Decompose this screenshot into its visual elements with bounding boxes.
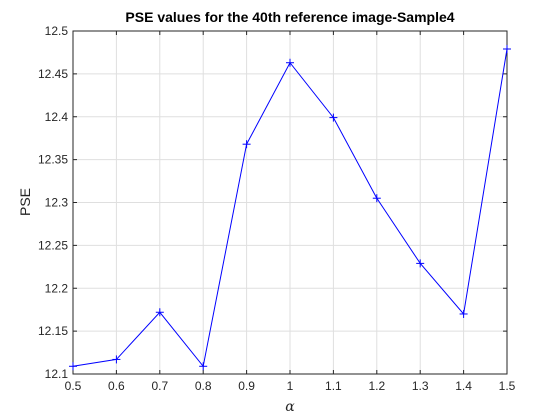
data-point-marker (286, 58, 294, 67)
data-point-marker (372, 194, 381, 203)
data-point-marker (459, 309, 468, 318)
y-tick-label: 12.3 (45, 196, 69, 210)
x-tick-label: 0.6 (108, 379, 125, 393)
y-tick-label: 12.15 (38, 324, 68, 338)
y-tick-label: 12.1 (45, 367, 69, 381)
x-tick-label: 1 (287, 379, 294, 393)
data-point-marker (155, 308, 164, 317)
data-point-marker (69, 362, 77, 371)
chart-title: PSE values for the 40th reference image-… (125, 9, 454, 25)
y-tick-label: 12.2 (45, 281, 69, 295)
x-tick-label: 0.7 (151, 379, 168, 393)
data-series (69, 45, 511, 371)
data-point-marker (112, 355, 121, 364)
x-tick-label: 1.2 (368, 379, 385, 393)
x-tick-label: 1.5 (499, 379, 516, 393)
x-tick-label: 0.8 (195, 379, 212, 393)
y-axis-label: PSE (17, 188, 33, 216)
x-tick-label: 1.1 (325, 379, 342, 393)
y-tick-label: 12.25 (38, 238, 68, 252)
y-tick-label: 12.45 (38, 67, 68, 81)
x-tick-labels: 0.5 0.6 0.7 0.8 0.9 1 1.1 1.2 1.3 1.4 1.5 (65, 379, 516, 393)
y-tick-label: 12.5 (45, 24, 69, 38)
data-point-marker (503, 45, 511, 54)
axis-ticks (72, 30, 508, 375)
x-tick-label: 0.5 (65, 379, 82, 393)
x-axis-label: α (285, 399, 295, 415)
y-tick-label: 12.4 (45, 110, 69, 124)
data-point-marker (199, 362, 208, 371)
y-tick-labels: 12.1 12.15 12.2 12.25 12.3 12.35 12.4 12.45 12.5 (38, 24, 68, 381)
x-tick-label: 0.9 (238, 379, 255, 393)
x-tick-label: 1.4 (455, 379, 472, 393)
data-point-marker (242, 140, 251, 149)
x-tick-label: 1.3 (412, 379, 429, 393)
data-point-marker (329, 113, 338, 122)
y-tick-label: 12.35 (38, 153, 68, 167)
data-point-marker (416, 259, 425, 268)
